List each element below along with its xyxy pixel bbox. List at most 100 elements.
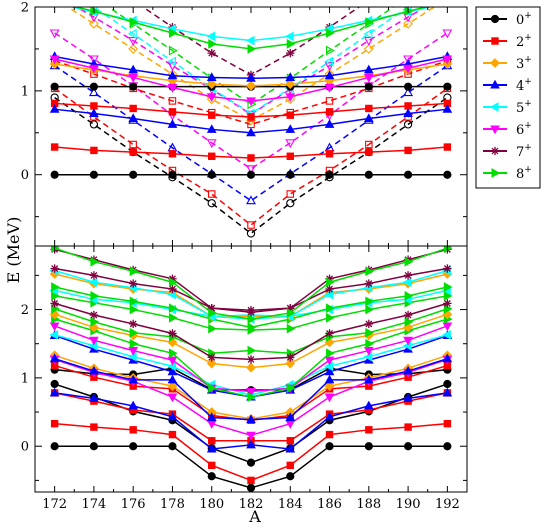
data-point <box>208 39 217 49</box>
data-point <box>50 82 59 91</box>
legend-label: 4+ <box>516 77 532 94</box>
data-point <box>442 55 453 65</box>
data-point <box>206 443 217 453</box>
data-point <box>49 353 60 363</box>
data-point <box>363 64 374 74</box>
x-tick-label: 188 <box>356 497 381 512</box>
data-point <box>364 279 374 288</box>
data-point <box>442 104 453 113</box>
bottom-y-tick-label: 1 <box>21 371 29 386</box>
data-point <box>167 374 178 384</box>
data-point <box>89 108 99 118</box>
data-point <box>444 0 451 6</box>
data-point <box>128 374 139 384</box>
legend-label-parity: + <box>524 121 532 131</box>
data-point <box>442 322 453 332</box>
data-point <box>50 442 59 451</box>
x-tick-label: 174 <box>81 497 106 512</box>
data-point <box>247 345 257 356</box>
bottom-solid-series-0 <box>50 442 452 492</box>
data-point <box>326 277 335 288</box>
legend-swatch-marker <box>490 14 500 24</box>
legend-entry: 8+ <box>483 165 532 182</box>
bottom-solid-series-5 <box>49 387 453 453</box>
top-solid-series-0 <box>50 170 452 179</box>
data-point <box>365 104 373 113</box>
data-point <box>208 383 217 393</box>
data-point <box>51 291 60 301</box>
data-point <box>443 299 452 308</box>
data-point <box>363 374 374 384</box>
data-point <box>404 256 414 267</box>
data-point <box>168 348 178 359</box>
data-point <box>443 442 452 451</box>
data-point <box>402 277 412 288</box>
data-point <box>206 358 217 369</box>
data-point <box>443 82 452 91</box>
data-point <box>247 154 255 162</box>
data-point <box>207 170 216 179</box>
top-y-tick-label: 1 <box>21 84 29 99</box>
data-point <box>404 317 414 327</box>
data-point <box>324 393 335 403</box>
data-point <box>246 195 256 205</box>
data-point <box>246 127 256 137</box>
data-point <box>168 108 177 116</box>
data-point <box>167 366 178 376</box>
data-point <box>326 312 335 323</box>
data-point <box>404 102 412 110</box>
data-point <box>246 458 256 467</box>
top-panel-plot-area <box>49 0 453 238</box>
data-point <box>285 93 296 102</box>
data-point <box>246 80 256 91</box>
data-point <box>403 271 413 280</box>
legend-label-parity: + <box>524 11 532 21</box>
data-point <box>246 170 256 179</box>
data-point <box>50 264 59 273</box>
data-point <box>364 319 374 329</box>
data-point <box>324 70 335 80</box>
data-point <box>167 119 178 128</box>
data-point <box>442 353 453 363</box>
data-point <box>365 426 373 434</box>
data-point <box>404 423 412 431</box>
legend-entry: 3+ <box>483 55 532 72</box>
x-tick-label: 182 <box>239 497 264 512</box>
data-point <box>326 303 335 314</box>
data-point <box>50 0 58 3</box>
data-point <box>246 165 256 175</box>
data-point <box>325 430 334 439</box>
data-point <box>247 392 257 402</box>
legend-box <box>475 6 541 189</box>
x-tick-label: 178 <box>160 497 185 512</box>
series-line <box>54 59 448 126</box>
data-point <box>128 113 139 123</box>
data-point <box>90 256 100 267</box>
data-point <box>442 29 453 39</box>
data-point <box>168 170 177 179</box>
series-line <box>92 7 410 115</box>
data-point <box>404 146 412 155</box>
x-tick-label: 172 <box>42 497 67 512</box>
data-point <box>246 439 256 449</box>
data-point <box>128 43 139 54</box>
data-point <box>325 108 334 116</box>
legend-entry: 2+ <box>483 33 532 50</box>
data-point <box>403 18 414 29</box>
legend-label-parity: + <box>524 55 532 65</box>
data-point <box>90 423 98 431</box>
data-point <box>364 170 373 179</box>
data-point <box>363 73 374 83</box>
data-point <box>442 329 451 340</box>
data-point <box>89 442 99 451</box>
data-point <box>88 55 99 65</box>
top-solid-series-1 <box>50 143 452 162</box>
data-point <box>208 308 217 318</box>
data-point <box>403 108 413 118</box>
data-point <box>245 35 255 46</box>
data-point <box>365 148 373 156</box>
bottom-y-tick-label: 2 <box>21 303 29 318</box>
data-point <box>405 0 412 1</box>
data-point <box>49 29 60 39</box>
